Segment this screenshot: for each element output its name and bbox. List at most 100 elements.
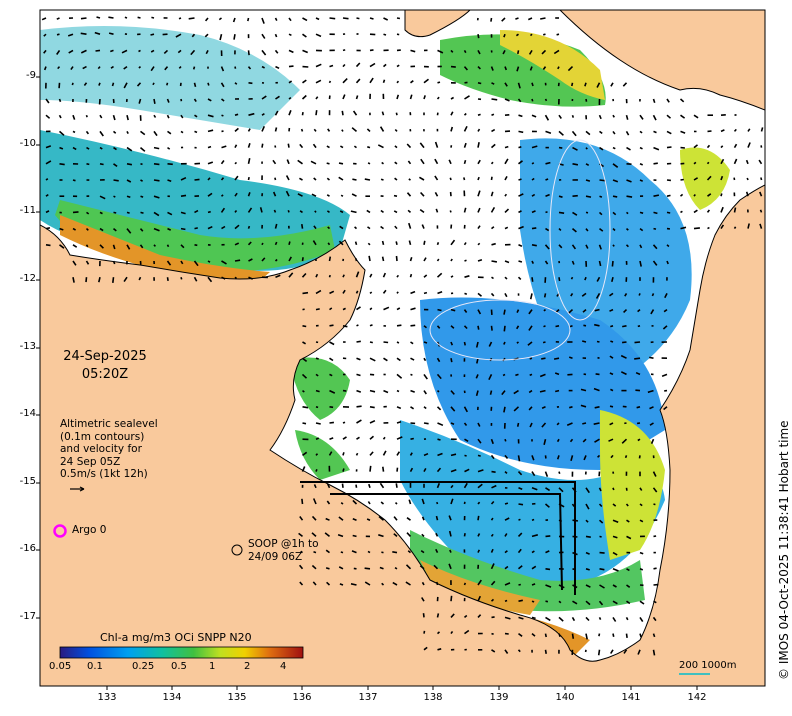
velocity-arrow bbox=[299, 210, 303, 214]
velocity-arrow bbox=[248, 276, 254, 280]
velocity-arrow bbox=[328, 451, 333, 456]
velocity-arrow bbox=[450, 613, 455, 618]
velocity-arrow bbox=[298, 564, 304, 570]
velocity-arrow bbox=[502, 50, 506, 55]
new-guinea bbox=[559, 10, 765, 111]
velocity-arrow bbox=[531, 583, 536, 586]
velocity-arrow bbox=[220, 207, 226, 213]
velocity-arrow bbox=[585, 503, 590, 510]
velocity-arrow bbox=[436, 242, 440, 246]
velocity-arrow bbox=[166, 277, 169, 282]
velocity-arrow bbox=[99, 195, 106, 200]
velocity-arrow bbox=[490, 191, 494, 197]
velocity-arrow bbox=[583, 324, 587, 327]
velocity-arrow bbox=[85, 228, 89, 231]
velocity-arrow bbox=[396, 94, 400, 100]
velocity-arrow bbox=[504, 616, 511, 620]
velocity-arrow bbox=[528, 389, 533, 394]
velocity-arrow bbox=[395, 241, 398, 245]
velocity-arrow bbox=[651, 293, 655, 297]
y-tick-label: -13 bbox=[19, 341, 36, 352]
velocity-arrows bbox=[41, 16, 764, 656]
velocity-arrow bbox=[693, 114, 699, 119]
velocity-arrow bbox=[477, 159, 481, 165]
velocity-arrow bbox=[352, 534, 357, 538]
velocity-arrow bbox=[693, 209, 698, 214]
velocity-arrow bbox=[234, 192, 238, 197]
velocity-arrow bbox=[597, 454, 601, 458]
velocity-arrow bbox=[513, 389, 519, 395]
velocity-arrow bbox=[558, 487, 564, 493]
velocity-arrow bbox=[544, 260, 549, 265]
velocity-arrow bbox=[234, 276, 238, 280]
velocity-arrow bbox=[406, 192, 412, 197]
velocity-arrow bbox=[338, 162, 344, 165]
velocity-arrow bbox=[571, 227, 577, 233]
velocity-arrow bbox=[491, 276, 494, 280]
velocity-arrow bbox=[394, 225, 398, 230]
velocity-arrow bbox=[542, 341, 546, 344]
velocity-arrow bbox=[138, 49, 141, 53]
velocity-arrow bbox=[97, 66, 101, 70]
velocity-arrow bbox=[194, 178, 200, 181]
velocity-arrow bbox=[585, 244, 589, 249]
velocity-arrow bbox=[436, 581, 439, 586]
velocity-arrow bbox=[301, 223, 304, 229]
velocity-arrow bbox=[680, 130, 686, 134]
velocity-arrow bbox=[45, 145, 52, 149]
velocity-arrow bbox=[450, 275, 454, 278]
velocity-arrow bbox=[491, 128, 496, 133]
velocity-arrow bbox=[150, 49, 155, 53]
velocity-arrow bbox=[140, 195, 144, 198]
velocity-arrow bbox=[153, 179, 160, 182]
velocity-arrow bbox=[596, 82, 601, 88]
velocity-arrow bbox=[504, 550, 508, 554]
velocity-arrow bbox=[126, 146, 133, 152]
date-text: 24-Sep-2025 bbox=[63, 349, 147, 364]
velocity-arrow bbox=[220, 160, 225, 165]
velocity-arrow bbox=[167, 130, 172, 135]
velocity-arrow bbox=[612, 616, 617, 622]
velocity-arrow bbox=[315, 357, 319, 360]
velocity-arrow bbox=[477, 225, 481, 230]
x-tick-label: 142 bbox=[687, 692, 707, 703]
velocity-arrow bbox=[99, 211, 103, 215]
colorbar-tick: 2 bbox=[244, 661, 251, 672]
velocity-arrow bbox=[649, 422, 654, 426]
velocity-arrow bbox=[121, 49, 128, 54]
velocity-arrow bbox=[572, 211, 578, 216]
chlorophyll-layer bbox=[40, 26, 730, 660]
velocity-arrow bbox=[138, 98, 142, 104]
velocity-arrow bbox=[395, 483, 398, 488]
velocity-arrow bbox=[288, 17, 292, 22]
scale-label: 200 1000m bbox=[679, 660, 737, 671]
velocity-arrow bbox=[152, 82, 155, 86]
velocity-arrow bbox=[342, 49, 346, 52]
velocity-arrow bbox=[464, 438, 469, 442]
velocity-arrow bbox=[531, 471, 536, 477]
velocity-arrow bbox=[437, 308, 442, 312]
velocity-arrow bbox=[491, 260, 498, 263]
velocity-arrow bbox=[639, 503, 643, 507]
velocity-arrow bbox=[193, 98, 197, 103]
velocity-arrow bbox=[301, 111, 304, 116]
velocity-arrow bbox=[531, 193, 536, 197]
date-label: 24-Sep-2025 05:20Z bbox=[60, 348, 150, 384]
velocity-arrow bbox=[420, 550, 425, 554]
velocity-arrow bbox=[342, 78, 348, 84]
velocity-arrow bbox=[393, 516, 398, 521]
velocity-arrow bbox=[342, 421, 346, 424]
velocity-arrow bbox=[153, 227, 160, 232]
velocity-arrow bbox=[59, 244, 65, 249]
velocity-arrow bbox=[435, 515, 439, 521]
velocity-arrow bbox=[649, 406, 654, 410]
velocity-arrow bbox=[369, 341, 373, 344]
velocity-arrow bbox=[518, 599, 523, 602]
velocity-arrow bbox=[436, 501, 439, 505]
velocity-arrow bbox=[274, 223, 278, 229]
velocity-arrow bbox=[541, 422, 547, 428]
velocity-arrow bbox=[504, 533, 508, 537]
velocity-arrow bbox=[112, 130, 117, 134]
velocity-arrow bbox=[612, 163, 619, 168]
velocity-arrow bbox=[342, 63, 346, 68]
